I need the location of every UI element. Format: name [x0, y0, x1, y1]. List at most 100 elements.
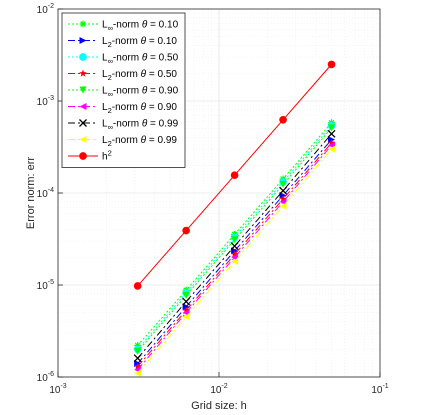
legend-norm-subscript: 2	[108, 40, 112, 49]
legend-label: L2-norm θ = 0.99	[102, 135, 177, 148]
tick-exponent: -6	[48, 371, 54, 378]
legend-entry: L∞-norm θ = 0.10	[68, 20, 179, 33]
legend-norm-subscript: ∞	[108, 24, 113, 33]
series-8	[133, 60, 336, 290]
marker-x	[182, 297, 191, 306]
legend-norm-suffix: -norm	[113, 20, 142, 31]
tick-exponent: -1	[382, 383, 388, 390]
marker-x	[79, 119, 87, 127]
marker-x	[327, 129, 336, 138]
marker-triangle-left	[134, 369, 142, 377]
legend-norm-suffix: -norm	[112, 69, 141, 80]
legend-label: L∞-norm θ = 0.50	[102, 53, 179, 66]
legend-entry: L2-norm θ = 0.10	[68, 36, 177, 49]
legend-entry: L2-norm θ = 0.99	[68, 135, 177, 148]
legend-theta-symbol: θ	[142, 119, 148, 130]
tick-exponent: -3	[48, 95, 54, 102]
marker-triangle-left	[328, 145, 336, 153]
marker-star	[230, 250, 239, 258]
legend-theta-value: = 0.50	[146, 69, 177, 80]
legend-norm-suffix: -norm	[112, 102, 141, 113]
x-axis-label: Grid size: h	[191, 400, 247, 412]
legend-theta-symbol: θ	[141, 102, 147, 113]
tick-base: 10	[37, 189, 49, 200]
x-tick-label: 10-3	[49, 383, 66, 396]
legend-theta-symbol: θ	[142, 53, 148, 64]
series-line	[137, 127, 332, 352]
marker-triangle-left	[79, 136, 87, 143]
legend-norm: L	[102, 102, 108, 113]
legend-entry: L∞-norm θ = 0.90	[68, 86, 179, 99]
series-layer	[133, 60, 336, 377]
grid	[57, 9, 380, 378]
legend-theta-value: = 0.50	[147, 53, 178, 64]
y-tick-label: 10-4	[37, 187, 54, 200]
marker-filled-circle	[133, 282, 142, 290]
marker-triangle-down	[79, 86, 87, 94]
tick-base: 10	[37, 5, 49, 16]
legend-theta-value: = 0.90	[147, 86, 178, 97]
legend-norm-suffix: -norm	[112, 135, 141, 146]
series-4	[134, 124, 336, 355]
legend-norm: L	[102, 36, 108, 47]
series-line	[137, 133, 332, 359]
legend-norm-suffix: -norm	[113, 53, 142, 64]
marker-triangle-right	[79, 37, 87, 44]
marker-x	[279, 186, 288, 195]
series-line	[137, 139, 332, 364]
tick-base: 10	[371, 385, 383, 396]
legend-norm-suffix: -norm	[113, 119, 142, 130]
marker-star	[279, 195, 287, 203]
y-tick-label: 10-5	[37, 279, 54, 292]
tick-exponent: -5	[48, 279, 54, 286]
legend-norm: L	[102, 69, 108, 80]
legend-norm-subscript: ∞	[108, 90, 113, 99]
legend-theta-value: = 0.10	[147, 20, 178, 31]
x-tick-label: 10-2	[210, 383, 227, 396]
y-axis-label: Error norm: err	[25, 157, 37, 229]
marker-star	[182, 306, 190, 314]
marker-star	[327, 138, 336, 147]
marker-x	[133, 354, 142, 363]
marker-triangle-left	[231, 258, 239, 266]
legend-theta-symbol: θ	[142, 86, 148, 97]
legend-norm: L	[102, 20, 108, 31]
legend-entry: L2-norm θ = 0.50	[68, 69, 177, 82]
marker-triangle-down	[328, 124, 336, 132]
legend-theta-value: = 0.99	[146, 135, 177, 146]
legend-entry: L2-norm θ = 0.90	[68, 102, 177, 115]
series-line	[137, 144, 332, 371]
tick-exponent: -4	[48, 187, 54, 194]
marker-star	[79, 69, 87, 77]
y-tick-label: 10-2	[37, 3, 54, 16]
legend-label: L2-norm θ = 0.10	[102, 36, 177, 49]
legend-norm: L	[102, 135, 108, 146]
legend-theta-value: = 0.90	[146, 102, 177, 113]
marker-asterisk	[79, 20, 87, 28]
marker-triangle-down	[231, 236, 239, 244]
marker-triangle-down	[182, 291, 190, 299]
marker-filled-circle	[230, 171, 239, 180]
y-tick-label: 10-3	[37, 95, 54, 108]
y-tick-label: 10-6	[37, 371, 54, 384]
legend-norm-subscript: 2	[108, 139, 112, 148]
legend-norm-subscript: ∞	[108, 123, 113, 132]
marker-filled-circle	[327, 60, 336, 69]
legend-theta-symbol: θ	[141, 69, 147, 80]
legend-norm: L	[102, 119, 108, 130]
marker-triangle-left	[79, 103, 87, 110]
tick-base: 10	[210, 385, 222, 396]
legend-entry: L∞-norm θ = 0.50	[68, 53, 179, 66]
tick-base: 10	[37, 373, 49, 384]
tick-base: 10	[37, 97, 49, 108]
x-tick-label: 10-1	[371, 383, 388, 396]
series-line	[137, 142, 332, 367]
marker-triangle-left	[279, 202, 287, 210]
series-line	[137, 122, 332, 346]
legend-label: L2-norm θ = 0.50	[102, 69, 177, 82]
marker-filled-circle	[182, 226, 190, 235]
ticks: 10-3 10-2 10-110-610-510-410-310-2	[37, 3, 389, 396]
marker-filled-circle	[279, 115, 287, 124]
